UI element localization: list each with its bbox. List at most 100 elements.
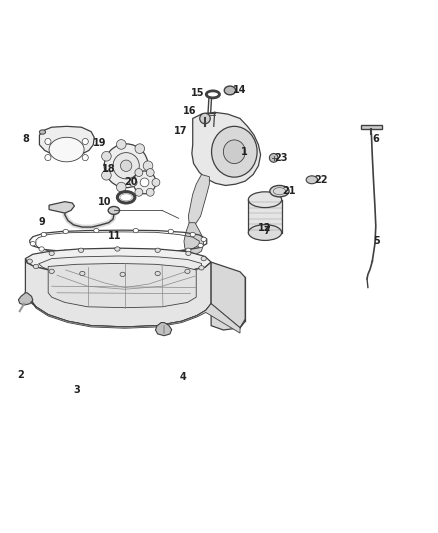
Ellipse shape [248, 225, 282, 240]
Polygon shape [39, 256, 201, 274]
Text: 10: 10 [98, 197, 111, 207]
Text: 3: 3 [73, 385, 80, 395]
Ellipse shape [120, 272, 125, 277]
Ellipse shape [94, 229, 99, 233]
Ellipse shape [199, 265, 204, 270]
Ellipse shape [102, 151, 111, 161]
Ellipse shape [201, 256, 206, 261]
Polygon shape [25, 259, 211, 327]
Ellipse shape [135, 144, 145, 154]
Polygon shape [174, 251, 196, 265]
Ellipse shape [39, 130, 46, 134]
Ellipse shape [306, 176, 318, 184]
Ellipse shape [140, 178, 149, 187]
Text: 22: 22 [314, 175, 327, 185]
Ellipse shape [117, 182, 126, 192]
Ellipse shape [155, 248, 160, 253]
Polygon shape [361, 125, 382, 129]
Text: 8: 8 [22, 134, 29, 143]
Text: 15: 15 [191, 88, 205, 98]
Polygon shape [192, 112, 261, 185]
Ellipse shape [41, 232, 46, 237]
Text: 12: 12 [258, 223, 272, 233]
Polygon shape [155, 322, 172, 336]
Text: 4: 4 [180, 372, 187, 382]
Ellipse shape [49, 138, 84, 162]
Ellipse shape [120, 160, 132, 172]
Ellipse shape [135, 178, 145, 188]
Text: 21: 21 [283, 186, 296, 196]
Ellipse shape [129, 179, 137, 187]
Ellipse shape [269, 154, 278, 162]
Ellipse shape [133, 229, 138, 233]
Ellipse shape [223, 140, 245, 164]
Ellipse shape [115, 247, 120, 251]
Ellipse shape [45, 139, 51, 144]
Polygon shape [184, 223, 204, 254]
Text: 9: 9 [38, 217, 45, 227]
Polygon shape [25, 293, 240, 333]
Polygon shape [39, 126, 94, 156]
Ellipse shape [113, 152, 139, 179]
Polygon shape [25, 248, 211, 274]
Ellipse shape [117, 140, 126, 149]
Ellipse shape [270, 185, 289, 197]
Ellipse shape [155, 271, 160, 276]
Ellipse shape [80, 271, 85, 276]
Text: 6: 6 [372, 134, 379, 143]
Text: 19: 19 [93, 138, 106, 148]
Ellipse shape [30, 241, 35, 246]
Text: 16: 16 [183, 107, 196, 116]
Ellipse shape [146, 168, 154, 176]
Text: 1: 1 [241, 147, 248, 157]
Ellipse shape [45, 155, 51, 160]
Ellipse shape [190, 232, 195, 237]
Ellipse shape [168, 229, 173, 233]
Text: 14: 14 [233, 85, 247, 95]
Text: 7: 7 [263, 227, 270, 237]
Ellipse shape [201, 237, 206, 241]
Ellipse shape [49, 251, 54, 255]
Ellipse shape [143, 161, 153, 171]
Polygon shape [18, 293, 33, 305]
Ellipse shape [63, 229, 68, 233]
Text: 17: 17 [174, 126, 187, 136]
Ellipse shape [33, 264, 39, 269]
Ellipse shape [78, 248, 84, 253]
Ellipse shape [49, 269, 54, 273]
Ellipse shape [27, 259, 32, 263]
Text: 11: 11 [108, 231, 121, 241]
Text: 2: 2 [18, 370, 25, 380]
Text: 23: 23 [275, 153, 288, 163]
Ellipse shape [200, 113, 210, 124]
Ellipse shape [186, 251, 191, 255]
Ellipse shape [102, 171, 111, 180]
Ellipse shape [248, 192, 282, 207]
Ellipse shape [63, 250, 68, 254]
Ellipse shape [152, 179, 160, 187]
Ellipse shape [146, 251, 152, 255]
Ellipse shape [104, 144, 148, 188]
Ellipse shape [135, 188, 143, 196]
Text: 5: 5 [373, 236, 380, 246]
Polygon shape [211, 262, 245, 330]
Ellipse shape [135, 168, 143, 176]
Ellipse shape [133, 171, 156, 194]
Ellipse shape [224, 86, 236, 95]
Ellipse shape [212, 126, 257, 177]
Bar [248, 200, 282, 232]
Ellipse shape [108, 206, 120, 214]
Ellipse shape [102, 251, 108, 255]
Ellipse shape [39, 247, 44, 251]
Ellipse shape [82, 155, 88, 160]
Text: 20: 20 [124, 177, 137, 188]
Ellipse shape [186, 248, 191, 253]
Polygon shape [48, 263, 196, 308]
Polygon shape [188, 174, 209, 225]
Ellipse shape [146, 188, 154, 196]
Ellipse shape [198, 243, 203, 248]
Ellipse shape [185, 269, 190, 273]
Polygon shape [49, 201, 74, 213]
Ellipse shape [82, 139, 88, 144]
Text: 18: 18 [102, 164, 116, 174]
